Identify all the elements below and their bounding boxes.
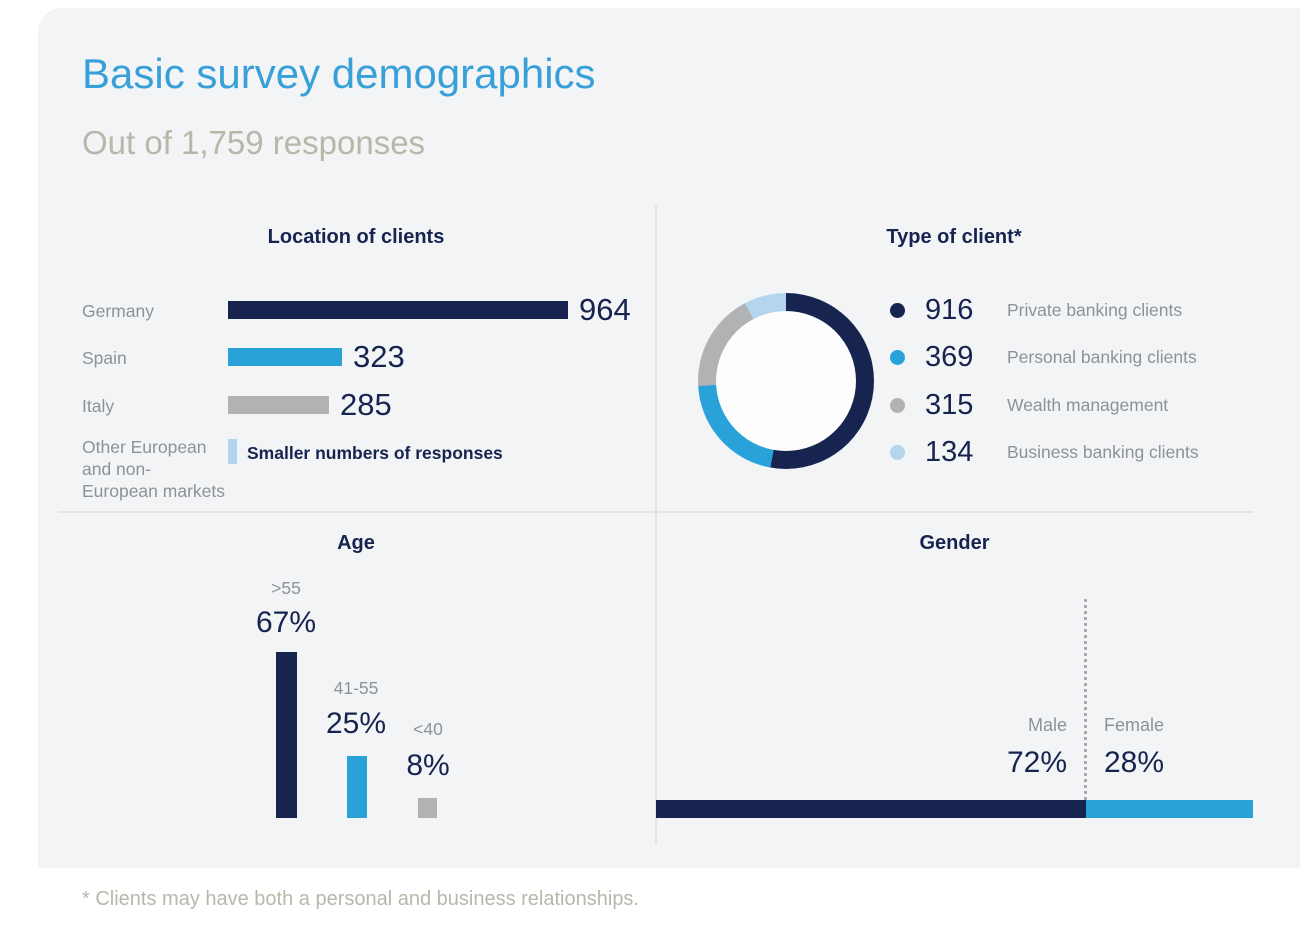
legend-value: 315 <box>925 388 974 421</box>
legend-dot-blue <box>890 349 905 365</box>
page-title: Basic survey demographics <box>82 50 596 97</box>
legend-value: 916 <box>925 293 974 326</box>
age-over-55-label: >55 <box>271 578 301 598</box>
male-bar <box>656 800 1086 818</box>
other-markets-tick <box>228 439 237 464</box>
horizontal-divider <box>58 511 1253 513</box>
other-markets-label: Other European and non- European markets <box>82 436 225 502</box>
legend-value: 369 <box>925 340 974 373</box>
germany-bar <box>228 301 568 319</box>
legend-dot-lightblue <box>890 444 905 460</box>
footnote: * Clients may have both a personal and b… <box>82 888 639 910</box>
legend-label: Wealth management <box>1007 394 1169 415</box>
spain-label: Spain <box>82 348 127 368</box>
age-41-55-label: 41-55 <box>333 678 379 698</box>
legend-dot-navy <box>890 302 905 318</box>
age-41-55-value: 25% <box>325 707 387 740</box>
client-type-donut <box>698 293 874 469</box>
legend-dot-gray <box>890 397 905 413</box>
other-markets-label-line3: European markets <box>82 481 225 501</box>
gender-chart-title: Gender <box>919 532 990 554</box>
female-label: Female <box>1104 715 1165 735</box>
italy-bar <box>228 396 329 414</box>
male-label: Male <box>1027 715 1067 735</box>
age-chart-title: Age <box>337 532 375 554</box>
germany-label: Germany <box>82 301 154 321</box>
legend-label: Business banking clients <box>1007 441 1199 462</box>
gender-divider-dotted-line <box>1084 599 1087 800</box>
spain-value: 323 <box>353 339 405 374</box>
other-markets-note: Smaller numbers of responses <box>247 443 503 463</box>
legend-row-private-banking: 916 Private banking clients <box>890 288 1182 332</box>
legend-row-personal-banking: 369 Personal banking clients <box>890 335 1197 379</box>
other-markets-label-line2: and non- <box>82 459 152 479</box>
italy-value: 285 <box>340 387 392 422</box>
age-over-55-bar <box>276 652 297 818</box>
legend-row-business-banking: 134 Business banking clients <box>890 430 1199 474</box>
legend-value: 134 <box>925 435 974 468</box>
female-bar <box>1086 800 1253 818</box>
age-41-55-bar <box>347 756 367 818</box>
page-subtitle: Out of 1,759 responses <box>82 124 426 161</box>
vertical-divider <box>655 205 657 845</box>
germany-value: 964 <box>579 292 631 327</box>
donut-hole <box>716 311 856 451</box>
italy-label: Italy <box>82 396 115 416</box>
age-under-40-bar <box>418 798 437 818</box>
location-chart-title: Location of clients <box>267 226 445 248</box>
legend-row-wealth-management: 315 Wealth management <box>890 383 1168 427</box>
other-markets-label-line1: Other European <box>82 437 207 457</box>
client-type-chart-title: Type of client* <box>886 226 1022 248</box>
content-card <box>38 8 1300 868</box>
age-over-55-value: 67% <box>255 606 317 639</box>
legend-label: Personal banking clients <box>1007 346 1197 367</box>
spain-bar <box>228 348 342 366</box>
legend-label: Private banking clients <box>1007 299 1183 320</box>
female-value: 28% <box>1104 746 1165 779</box>
age-under-40-value: 8% <box>406 749 450 782</box>
male-value: 72% <box>1006 746 1067 779</box>
age-under-40-label: <40 <box>413 719 443 739</box>
